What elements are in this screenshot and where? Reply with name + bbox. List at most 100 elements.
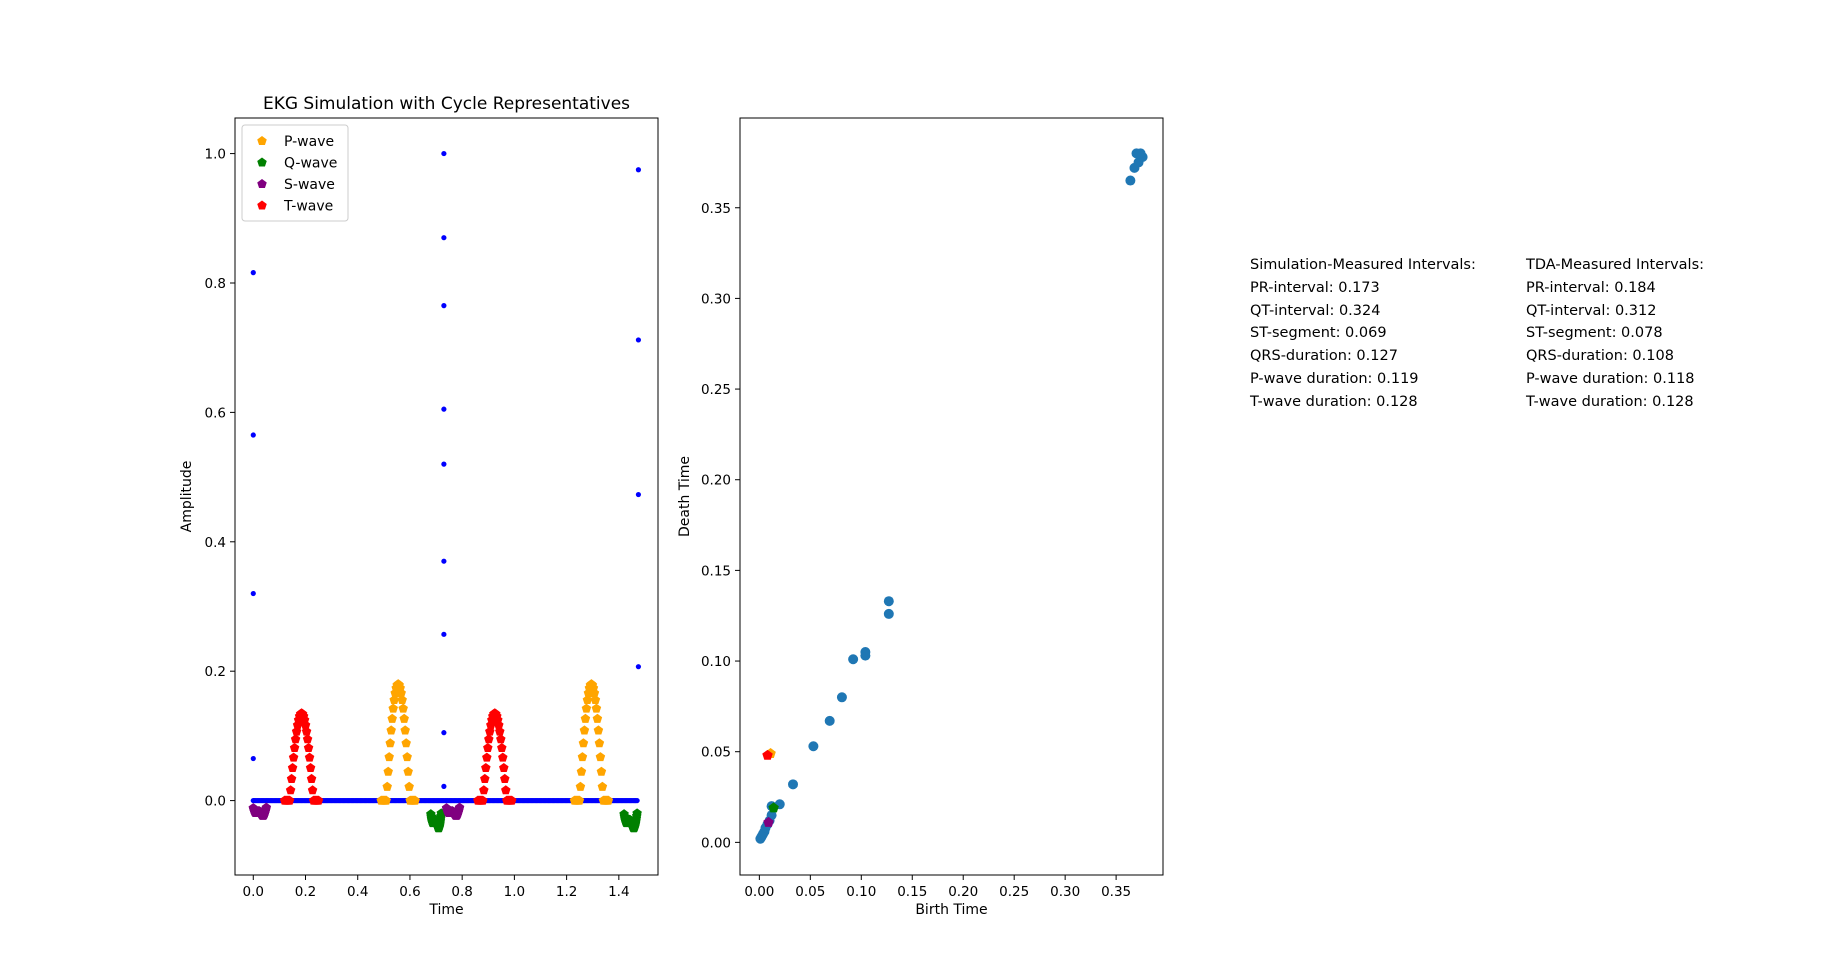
- p-wave-legend-label: P-wave: [284, 134, 334, 150]
- diagram-point: [788, 779, 799, 790]
- ekg-legend: P-wave Q-wave S-wave T-wave: [241, 124, 349, 222]
- p-wave-legend-marker: [257, 136, 267, 146]
- p-wave-point: [383, 766, 393, 776]
- diagram-plot-frame: [739, 117, 1164, 876]
- simulation-pr-interval: PR-interval: 0.173: [1250, 279, 1380, 296]
- ekg-x-tick-label: 0.6: [399, 884, 420, 900]
- simulation-t-wave-duration: T-wave duration: 0.128: [1250, 393, 1418, 410]
- tda-intervals-heading: TDA-Measured Intervals:: [1526, 257, 1705, 273]
- tda-st-segment: ST-segment: 0.078: [1526, 325, 1663, 342]
- s-wave-legend-marker: [257, 179, 267, 189]
- t-wave-point: [480, 773, 490, 783]
- t-wave-point: [482, 752, 492, 762]
- ekg-spike-point: [441, 461, 447, 467]
- diagram-y-tick-label: 0.30: [701, 291, 731, 307]
- p-wave-point: [388, 703, 398, 713]
- diagram-y-axis-label: Death Time: [677, 456, 693, 537]
- diagram-x-tick-label: 0.05: [795, 884, 825, 900]
- diagram-x-tick-label: 0.00: [744, 884, 774, 900]
- ekg-y-ticks: 0.0 0.2 0.4 0.6 0.8 1.0: [205, 147, 235, 810]
- ekg-spike-point: [441, 558, 447, 564]
- simulation-p-wave-duration: P-wave duration: 0.119: [1250, 370, 1419, 387]
- p-wave-point: [574, 795, 585, 805]
- t-wave-point: [499, 762, 509, 773]
- p-wave-point: [397, 694, 407, 705]
- t-wave-point: [495, 726, 505, 736]
- t-wave-point: [304, 752, 315, 762]
- diagram-point: [836, 692, 847, 703]
- ekg-spike-point: [441, 730, 447, 736]
- p-wave-point: [399, 713, 409, 723]
- diagram-x-ticks: 0.00 0.05 0.10 0.15 0.20 0.25 0.30 0.35: [744, 875, 1131, 900]
- q-wave-representative: [768, 802, 779, 813]
- ekg-plot-frame: [234, 117, 659, 876]
- diagram-x-tick-label: 0.10: [846, 884, 876, 900]
- simulation-qrs-duration: QRS-duration: 0.127: [1250, 348, 1398, 365]
- q-wave-legend-label: Q-wave: [284, 156, 337, 172]
- t-wave-point: [478, 795, 488, 805]
- t-wave-point: [288, 752, 299, 762]
- ekg-chart-title: EKG Simulation with Cycle Representative…: [263, 94, 630, 114]
- diagram-point: [824, 715, 835, 726]
- t-wave-point: [302, 734, 313, 744]
- ekg-y-tick-label: 0.0: [205, 794, 226, 810]
- ekg-x-tick-label: 0.0: [243, 884, 264, 900]
- tda-pr-interval: PR-interval: 0.184: [1526, 279, 1656, 296]
- p-wave-point: [593, 725, 604, 735]
- t-wave-point: [286, 773, 297, 783]
- t-wave-point: [313, 795, 324, 805]
- s-wave-point: [454, 802, 465, 812]
- diagram-point: [1125, 175, 1136, 186]
- diagram-y-tick-label: 0.00: [701, 835, 731, 851]
- ekg-y-tick-label: 0.8: [205, 276, 226, 292]
- diagram-y-tick-label: 0.15: [701, 563, 731, 579]
- p-wave-point: [596, 766, 607, 776]
- p-wave-point: [404, 781, 414, 791]
- diagram-point: [883, 596, 894, 607]
- ekg-y-tick-label: 0.6: [205, 405, 226, 421]
- t-wave-point: [285, 785, 296, 795]
- ekg-spike-point: [441, 150, 447, 157]
- t-wave-point: [497, 742, 507, 752]
- p-wave-point: [582, 694, 593, 705]
- p-wave-point: [386, 725, 396, 735]
- t-wave-point: [305, 762, 316, 773]
- t-wave-point: [290, 734, 301, 744]
- ekg-legend-box: [241, 124, 349, 222]
- p-wave-point: [381, 795, 391, 805]
- t-wave-point: [479, 785, 489, 795]
- diagram-y-tick-label: 0.20: [701, 473, 731, 489]
- p-wave-point: [591, 703, 602, 713]
- diagram-x-tick-label: 0.25: [999, 884, 1029, 900]
- ekg-spike-point: [250, 590, 256, 597]
- q-wave-legend-marker: [257, 157, 267, 167]
- diagram-x-tick-label: 0.30: [1050, 884, 1080, 900]
- ekg-y-tick-label: 0.2: [205, 664, 226, 680]
- p-wave-point: [387, 713, 397, 723]
- tda-t-wave-duration: T-wave duration: 0.128: [1526, 393, 1694, 410]
- t-wave-point: [301, 726, 312, 736]
- ekg-baseline-point: [634, 797, 640, 804]
- ekg-spike-point: [635, 337, 642, 343]
- ekg-x-tick-label: 0.2: [295, 884, 316, 900]
- t-wave-point: [500, 773, 510, 783]
- ekg-spike-point: [441, 783, 447, 789]
- p-wave-point: [576, 766, 587, 776]
- ekg-x-tick-label: 0.8: [451, 884, 472, 900]
- p-wave-point: [575, 781, 586, 791]
- s-wave-legend-label: S-wave: [284, 177, 335, 193]
- t-wave-point: [481, 762, 491, 773]
- tda-intervals-panel: TDA-Measured Intervals: PR-interval: 0.1…: [1526, 254, 1704, 414]
- ekg-x-tick-label: 1.0: [504, 884, 525, 900]
- t-wave-point: [289, 742, 300, 752]
- t-wave-point: [496, 734, 506, 744]
- p-wave-point: [400, 725, 410, 735]
- diagram-y-tick-label: 0.35: [701, 201, 731, 217]
- p-wave-point: [595, 752, 606, 762]
- ekg-y-tick-label: 0.4: [205, 535, 226, 551]
- ekg-spike-point: [250, 270, 256, 276]
- t-wave-point: [287, 762, 298, 773]
- ekg-spike-point: [441, 235, 447, 241]
- ekg-x-tick-label: 0.4: [347, 884, 368, 900]
- t-wave-point: [507, 795, 517, 805]
